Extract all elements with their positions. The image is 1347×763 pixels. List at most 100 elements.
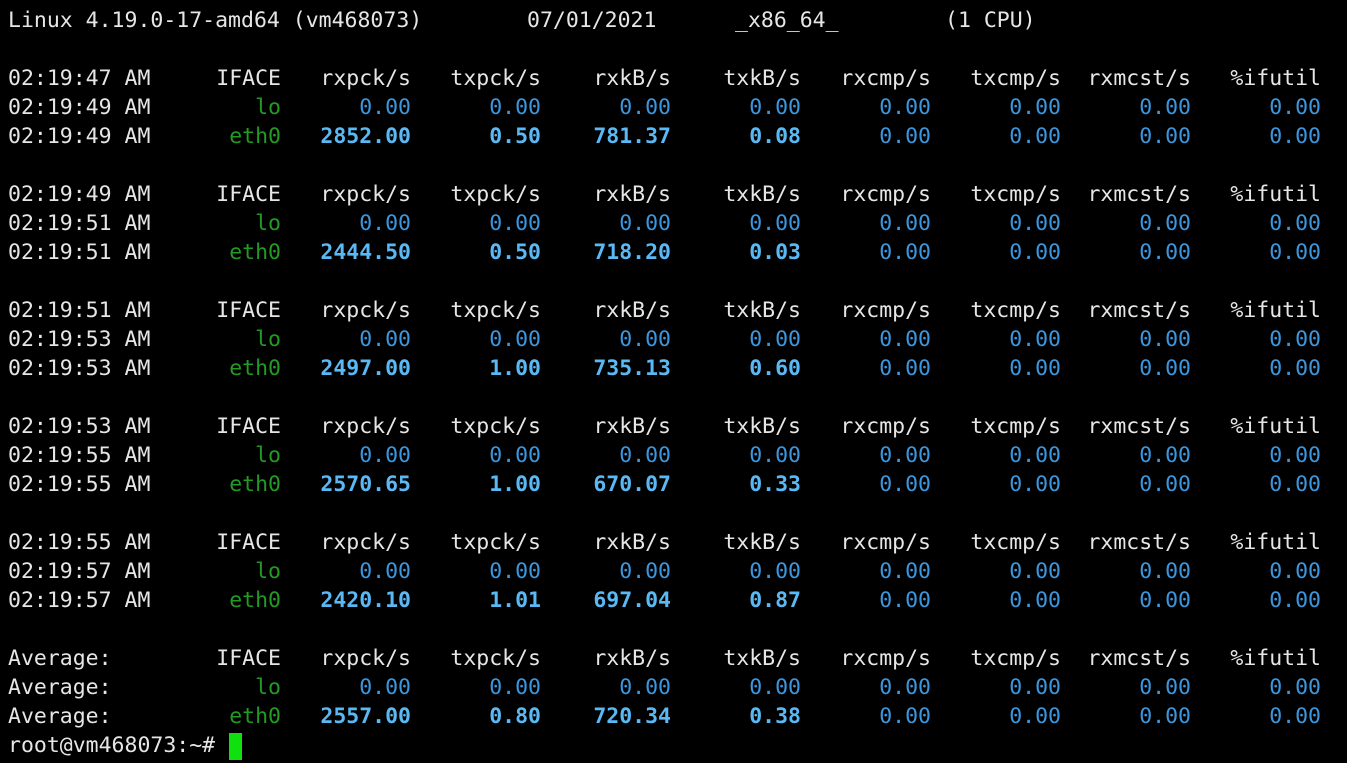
value: 0.00	[1269, 95, 1321, 120]
value: 2444.50	[320, 240, 411, 265]
column-header: txkB/s	[723, 66, 801, 91]
value: 0.00	[1139, 472, 1191, 497]
column-header: txpck/s	[450, 414, 541, 439]
value: 0.00	[359, 211, 411, 236]
interface: lo	[255, 675, 281, 700]
column-header: %ifutil	[1230, 66, 1321, 91]
time: 02:19:47 AM	[8, 66, 151, 91]
value: 0.00	[619, 675, 671, 700]
column-header: rxkB/s	[593, 530, 671, 555]
value: 0.00	[1009, 472, 1061, 497]
time: 02:19:55 AM	[8, 530, 151, 555]
value: 0.00	[489, 559, 541, 584]
column-header: %ifutil	[1230, 298, 1321, 323]
column-header: %ifutil	[1230, 182, 1321, 207]
column-header: IFACE	[216, 182, 281, 207]
value: 0.33	[749, 472, 801, 497]
interface: eth0	[229, 124, 281, 149]
value: 0.80	[489, 704, 541, 729]
value: 0.00	[1009, 211, 1061, 236]
column-header: rxkB/s	[593, 414, 671, 439]
column-header: rxkB/s	[593, 182, 671, 207]
value: 2557.00	[320, 704, 411, 729]
value: 0.00	[749, 675, 801, 700]
column-header: rxcmp/s	[840, 414, 931, 439]
value: 720.34	[593, 704, 671, 729]
column-header: txkB/s	[723, 414, 801, 439]
column-header: IFACE	[216, 298, 281, 323]
time: Average:	[8, 704, 112, 729]
value: 0.00	[1269, 356, 1321, 381]
value: 0.00	[749, 211, 801, 236]
value: 0.00	[1269, 443, 1321, 468]
value: 0.00	[1009, 124, 1061, 149]
column-header: IFACE	[216, 530, 281, 555]
value: 0.00	[879, 443, 931, 468]
column-header: rxmcst/s	[1087, 414, 1191, 439]
value: 0.00	[1009, 356, 1061, 381]
column-header: rxcmp/s	[840, 182, 931, 207]
time: Average:	[8, 675, 112, 700]
time: 02:19:53 AM	[8, 356, 151, 381]
value: 0.00	[879, 704, 931, 729]
value: 0.00	[619, 327, 671, 352]
value: 0.00	[879, 472, 931, 497]
column-header: txkB/s	[723, 182, 801, 207]
kernel-info: Linux 4.19.0-17-amd64 (vm468073)	[8, 8, 423, 33]
value: 0.00	[749, 327, 801, 352]
time: 02:19:49 AM	[8, 124, 151, 149]
value: 0.00	[1139, 443, 1191, 468]
value: 0.00	[1269, 211, 1321, 236]
column-header: txpck/s	[450, 182, 541, 207]
value: 0.00	[489, 327, 541, 352]
value: 735.13	[593, 356, 671, 381]
value: 0.00	[1139, 211, 1191, 236]
column-header: rxmcst/s	[1087, 298, 1191, 323]
column-header: rxkB/s	[593, 646, 671, 671]
column-header: rxkB/s	[593, 298, 671, 323]
column-header: IFACE	[216, 66, 281, 91]
column-header: rxkB/s	[593, 66, 671, 91]
value: 0.00	[1269, 240, 1321, 265]
value: 0.00	[359, 675, 411, 700]
time: 02:19:49 AM	[8, 182, 151, 207]
value: 0.00	[1139, 588, 1191, 613]
column-header: txpck/s	[450, 646, 541, 671]
value: 0.00	[619, 559, 671, 584]
interface: eth0	[229, 240, 281, 265]
value: 2497.00	[320, 356, 411, 381]
value: 0.00	[1269, 559, 1321, 584]
value: 0.87	[749, 588, 801, 613]
value: 0.00	[1139, 327, 1191, 352]
value: 0.00	[1009, 240, 1061, 265]
value: 0.00	[879, 211, 931, 236]
interface: lo	[255, 443, 281, 468]
column-header: rxpck/s	[320, 66, 411, 91]
value: 0.00	[879, 559, 931, 584]
value: 0.50	[489, 124, 541, 149]
value: 0.00	[619, 443, 671, 468]
value: 0.00	[1269, 704, 1321, 729]
date: 07/01/2021	[527, 8, 657, 33]
column-header: txkB/s	[723, 530, 801, 555]
column-header: txpck/s	[450, 530, 541, 555]
arch: _x86_64_	[735, 8, 839, 33]
column-header: rxmcst/s	[1087, 66, 1191, 91]
column-header: rxcmp/s	[840, 530, 931, 555]
value: 1.01	[489, 588, 541, 613]
interface: lo	[255, 95, 281, 120]
column-header: %ifutil	[1230, 530, 1321, 555]
column-header: IFACE	[216, 414, 281, 439]
value: 0.00	[1009, 443, 1061, 468]
value: 0.00	[1139, 356, 1191, 381]
time: 02:19:55 AM	[8, 472, 151, 497]
column-header: rxmcst/s	[1087, 530, 1191, 555]
column-header: txcmp/s	[970, 530, 1061, 555]
value: 0.00	[1139, 559, 1191, 584]
time: Average:	[8, 646, 112, 671]
value: 0.00	[619, 211, 671, 236]
value: 0.00	[1269, 588, 1321, 613]
value: 0.00	[1269, 472, 1321, 497]
interface: lo	[255, 327, 281, 352]
